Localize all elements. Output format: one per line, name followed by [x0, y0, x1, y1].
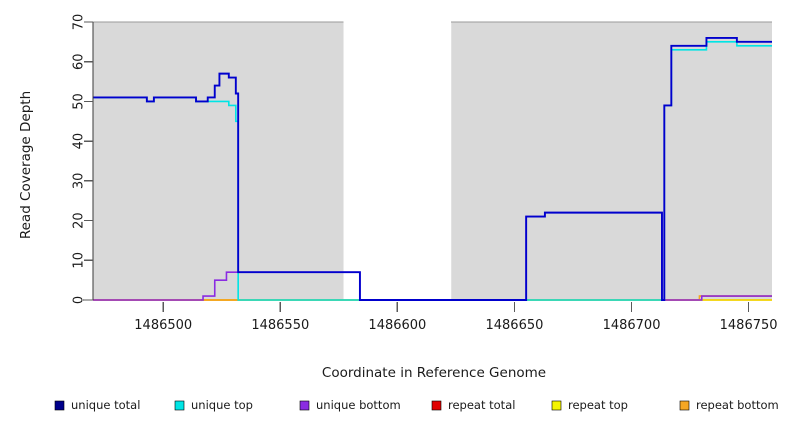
legend-label-repeat-total: repeat total — [448, 398, 515, 412]
series-unique-total — [93, 36, 772, 301]
legend-label-unique-bottom: unique bottom — [316, 398, 401, 412]
x-axis-ticks: 1486500 1486550 1486600 1486650 1486700 14867… — [134, 302, 778, 333]
x-tick-label-1486550: 1486550 — [251, 318, 309, 333]
x-tick-label-1486650: 1486650 — [485, 318, 543, 333]
y-tick-label-20: 20 — [72, 212, 87, 229]
y-tick-label-60: 60 — [72, 53, 87, 70]
y-tick-label-50: 50 — [72, 93, 87, 110]
right-repeat-band — [451, 22, 772, 300]
legend-label-repeat-bottom: repeat bottom — [696, 398, 779, 412]
y-tick-label-30: 30 — [72, 173, 87, 190]
y-tick-label-70: 70 — [72, 14, 87, 31]
legend-label-unique-total: unique total — [71, 398, 140, 412]
plot-background-bands — [93, 21, 772, 300]
left-repeat-band — [93, 22, 344, 300]
x-tick-label-1486750: 1486750 — [720, 318, 778, 333]
legend-label-repeat-top: repeat top — [568, 398, 628, 412]
y-tick-label-40: 40 — [72, 133, 87, 150]
legend-label-unique-top: unique top — [191, 398, 253, 412]
x-tick-label-1486500: 1486500 — [134, 318, 192, 333]
y-tick-label-0: 0 — [72, 296, 87, 304]
legend: unique total unique top unique bottom repea… — [54, 398, 779, 412]
y-axis-ticks: 0 10 20 30 40 50 60 70 — [72, 14, 93, 304]
x-tick-label-1486700: 1486700 — [603, 318, 661, 333]
legend-swatch-unique-bottom[interactable] — [299, 400, 310, 411]
legend-swatch-repeat-top[interactable] — [551, 400, 562, 411]
legend-swatch-unique-top[interactable] — [174, 400, 185, 411]
x-axis-title: Coordinate in Reference Genome — [322, 365, 546, 381]
legend-swatch-unique-total[interactable] — [54, 400, 65, 411]
y-tick-label-10: 10 — [72, 252, 87, 269]
legend-swatch-repeat-total[interactable] — [431, 400, 442, 411]
data-series-group — [93, 36, 772, 301]
legend-swatch-repeat-bottom[interactable] — [679, 400, 690, 411]
x-tick-label-1486600: 1486600 — [368, 318, 426, 333]
y-axis-title: Read Coverage Depth — [18, 91, 34, 239]
